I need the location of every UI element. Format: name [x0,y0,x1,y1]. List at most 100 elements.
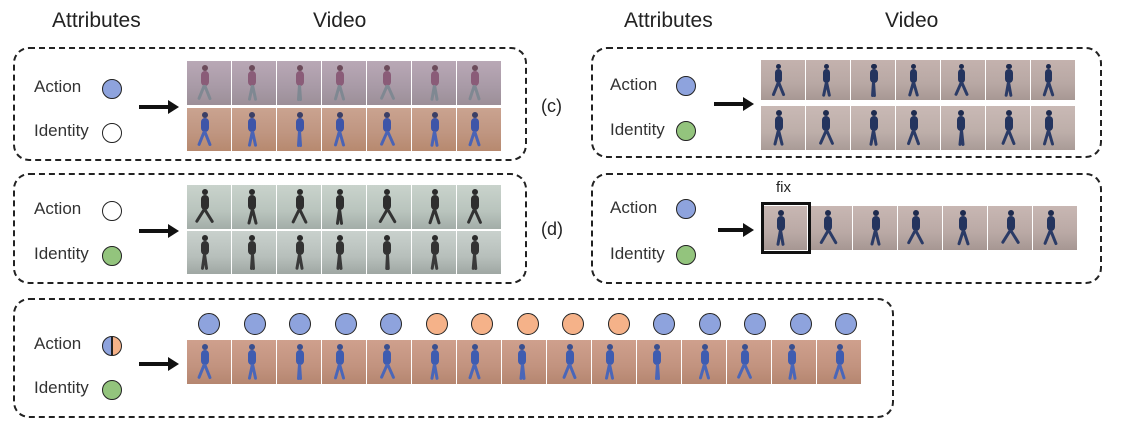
identity-dot [102,380,122,400]
person-figure [637,340,681,384]
action-dot [676,76,696,96]
person-figure [322,108,366,151]
person-figure [322,231,366,274]
video-frame [808,206,852,250]
video-frame [851,106,895,150]
video-frame [232,61,276,105]
video-frame [941,106,985,150]
person-figure [1031,106,1075,150]
person-figure [851,106,895,150]
video-frame [986,106,1030,150]
person-figure [986,106,1030,150]
video-frame [322,231,366,274]
video-frame [277,231,321,274]
identity-label: Identity [34,121,89,140]
video-frame [851,60,895,100]
video-frame [637,340,681,384]
fix-frame-box [761,202,811,254]
person-figure [367,340,411,384]
person-figure [592,340,636,384]
video-frame [187,108,231,151]
person-figure [1031,60,1075,100]
identity-label: Identity [610,120,665,139]
video-frame [457,185,501,229]
split-divider [111,337,113,355]
video-frame [457,61,501,105]
person-figure [457,108,501,151]
action-dot [102,201,122,221]
identity-dot [102,123,122,143]
header-attributes-left: Attributes [52,9,141,32]
video-strip-bottom [187,231,502,274]
person-figure [367,231,411,274]
person-figure [817,340,861,384]
video-frame [853,206,897,250]
person-figure [367,185,411,229]
video-frame [322,185,366,229]
video-frame [277,61,321,105]
video-frame [322,61,366,105]
video-frame [457,340,501,384]
person-figure [763,206,807,250]
video-frame [898,206,942,250]
identity-label: Identity [610,244,665,263]
timeline-dot-orange [471,313,493,335]
person-figure [986,60,1030,100]
action-label: Action [34,334,82,353]
header-video-right: Video [885,9,939,32]
identity-dot [676,245,696,265]
arrow-icon [139,100,179,114]
person-figure [988,206,1032,250]
person-figure [412,340,456,384]
timeline-dot-blue [835,313,857,335]
person-figure [727,340,771,384]
person-figure [187,340,231,384]
video-strip [763,206,1078,250]
video-frame [322,108,366,151]
timeline-dot-blue [380,313,402,335]
video-frame [187,231,231,274]
person-figure [412,231,456,274]
person-figure [232,61,276,105]
video-frame [806,106,850,150]
person-figure [457,340,501,384]
timeline-dot-blue [334,313,357,335]
video-frame [412,61,456,105]
video-strip-bottom [187,108,502,151]
arrow-icon [139,224,179,238]
timeline-dot-orange [516,313,539,335]
person-figure [322,185,366,229]
timeline-dot-orange [562,313,584,335]
video-frame [277,108,321,151]
video-frame [232,185,276,229]
video-frame [761,106,805,150]
action-label: Action [610,198,658,217]
fix-label: fix [776,179,791,196]
timeline-dot-blue [789,313,812,335]
person-figure [457,185,501,229]
video-frame [986,60,1030,100]
video-frame [727,340,771,384]
video-frame [772,340,816,384]
person-figure [502,340,546,384]
video-frame [896,106,940,150]
person-figure [896,60,940,100]
video-frame [187,185,231,229]
action-dot [676,199,696,219]
person-figure [682,340,726,384]
person-figure [187,231,231,274]
person-figure [277,231,321,274]
person-figure [187,185,231,229]
video-strip-top [187,61,502,105]
identity-dot [676,121,696,141]
person-figure [232,231,276,274]
person-figure [367,108,411,151]
person-figure [232,185,276,229]
person-figure [943,206,987,250]
video-strip-bottom [761,106,1076,150]
panel-e: Action Identity [13,298,894,418]
video-strip-top [761,60,1076,100]
action-label: Action [34,199,82,218]
video-frame [1031,106,1075,150]
person-figure [277,340,321,384]
